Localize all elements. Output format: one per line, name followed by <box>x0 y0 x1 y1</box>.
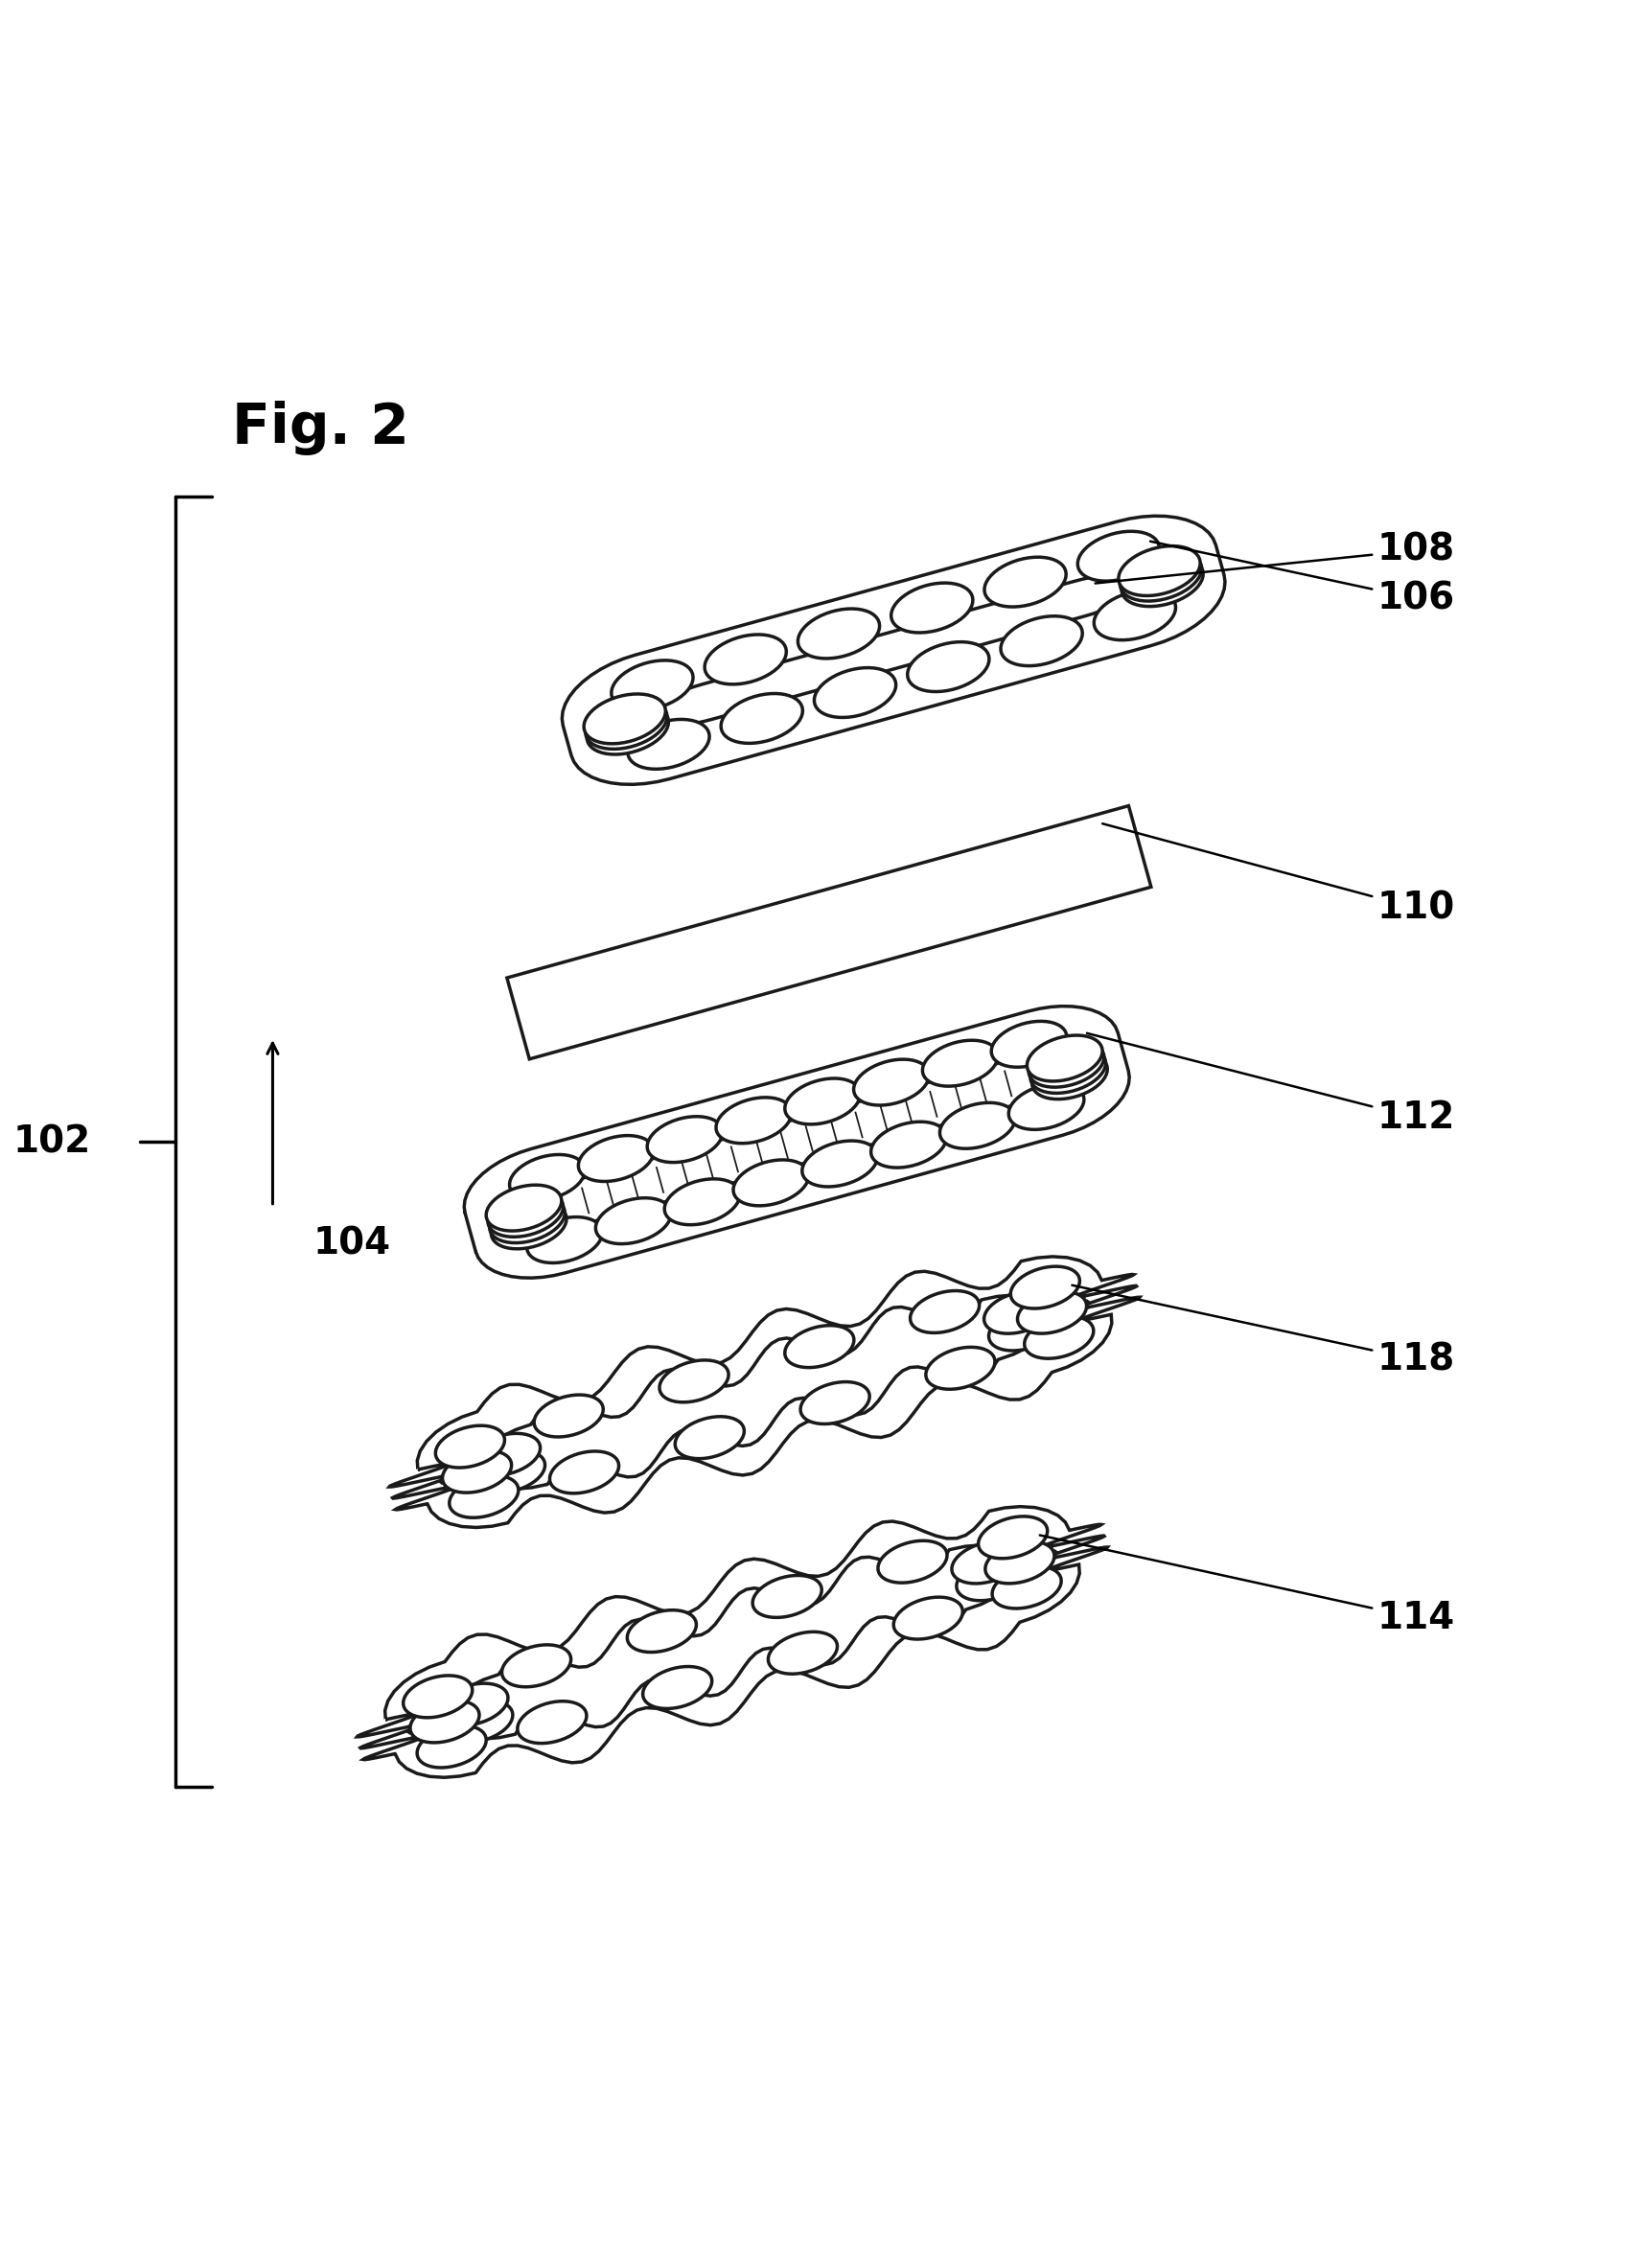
Text: 118: 118 <box>1072 1286 1455 1379</box>
Polygon shape <box>1025 1315 1094 1359</box>
Polygon shape <box>854 1059 929 1105</box>
Polygon shape <box>550 1452 619 1492</box>
Polygon shape <box>1026 1034 1102 1082</box>
Polygon shape <box>1030 1048 1105 1093</box>
Polygon shape <box>908 642 988 692</box>
Polygon shape <box>489 1198 565 1243</box>
Text: Fig. 2: Fig. 2 <box>232 399 409 456</box>
Polygon shape <box>985 558 1066 608</box>
Polygon shape <box>785 1325 854 1368</box>
Polygon shape <box>585 694 665 744</box>
Polygon shape <box>923 1041 998 1086</box>
Polygon shape <box>486 1184 562 1232</box>
Polygon shape <box>509 1154 585 1200</box>
Polygon shape <box>389 1256 1140 1526</box>
Polygon shape <box>407 1545 1056 1740</box>
Polygon shape <box>660 1361 729 1402</box>
Polygon shape <box>404 1676 473 1717</box>
Polygon shape <box>642 1667 713 1708</box>
Polygon shape <box>734 1159 810 1207</box>
Polygon shape <box>785 1077 860 1125</box>
Polygon shape <box>926 1347 995 1390</box>
Polygon shape <box>627 719 709 769</box>
Polygon shape <box>1118 547 1200 596</box>
Polygon shape <box>491 1202 566 1250</box>
Polygon shape <box>585 699 667 748</box>
Polygon shape <box>803 1141 877 1186</box>
Text: 112: 112 <box>1087 1034 1455 1136</box>
Polygon shape <box>443 1701 512 1742</box>
Polygon shape <box>647 1116 722 1163</box>
Polygon shape <box>611 660 693 710</box>
Polygon shape <box>768 1631 837 1674</box>
Polygon shape <box>704 635 787 685</box>
Polygon shape <box>417 1726 486 1767</box>
Polygon shape <box>985 1542 1054 1583</box>
Text: 114: 114 <box>1039 1535 1455 1635</box>
Polygon shape <box>1094 590 1176 640</box>
Polygon shape <box>893 1597 962 1640</box>
Polygon shape <box>988 1309 1057 1352</box>
Text: 104: 104 <box>314 1227 391 1263</box>
Polygon shape <box>562 515 1225 785</box>
Polygon shape <box>596 1198 672 1243</box>
Polygon shape <box>910 1290 979 1334</box>
Polygon shape <box>878 1540 947 1583</box>
Polygon shape <box>356 1506 1107 1778</box>
Text: 102: 102 <box>13 1125 90 1161</box>
Polygon shape <box>647 574 1140 726</box>
Polygon shape <box>1033 1052 1107 1100</box>
Polygon shape <box>939 1102 1015 1148</box>
Polygon shape <box>1008 1084 1084 1129</box>
Polygon shape <box>1077 531 1159 581</box>
Polygon shape <box>578 1136 654 1182</box>
Polygon shape <box>957 1558 1026 1601</box>
Polygon shape <box>721 694 803 744</box>
Polygon shape <box>1121 556 1204 606</box>
Text: 106: 106 <box>1151 542 1455 617</box>
Polygon shape <box>476 1452 545 1492</box>
Polygon shape <box>984 1290 1053 1334</box>
Polygon shape <box>1010 1266 1080 1309</box>
Polygon shape <box>665 1179 741 1225</box>
Polygon shape <box>1120 551 1202 601</box>
Polygon shape <box>517 1701 586 1744</box>
Polygon shape <box>1000 617 1082 667</box>
Polygon shape <box>450 1476 519 1517</box>
Polygon shape <box>435 1427 504 1467</box>
Polygon shape <box>488 1191 563 1236</box>
Polygon shape <box>438 1683 507 1726</box>
Text: 108: 108 <box>1095 533 1455 583</box>
Polygon shape <box>627 1610 696 1651</box>
Polygon shape <box>798 608 880 658</box>
Polygon shape <box>716 1098 791 1143</box>
Polygon shape <box>992 1021 1067 1068</box>
Text: 110: 110 <box>1102 823 1455 925</box>
Polygon shape <box>1018 1290 1087 1334</box>
Polygon shape <box>675 1418 744 1458</box>
Polygon shape <box>465 1007 1130 1277</box>
Polygon shape <box>410 1701 479 1742</box>
Polygon shape <box>502 1644 571 1687</box>
Polygon shape <box>814 667 897 717</box>
Polygon shape <box>752 1576 821 1617</box>
Polygon shape <box>586 705 668 755</box>
Polygon shape <box>892 583 972 633</box>
Polygon shape <box>1028 1041 1103 1086</box>
Polygon shape <box>800 1381 870 1424</box>
Polygon shape <box>440 1295 1089 1488</box>
Polygon shape <box>870 1123 946 1168</box>
Polygon shape <box>544 1059 1049 1225</box>
Polygon shape <box>992 1567 1061 1608</box>
Polygon shape <box>442 1452 512 1492</box>
Polygon shape <box>952 1542 1021 1583</box>
Polygon shape <box>527 1218 603 1263</box>
Polygon shape <box>534 1395 603 1438</box>
Polygon shape <box>507 805 1151 1059</box>
Polygon shape <box>979 1517 1048 1558</box>
Polygon shape <box>471 1433 540 1476</box>
